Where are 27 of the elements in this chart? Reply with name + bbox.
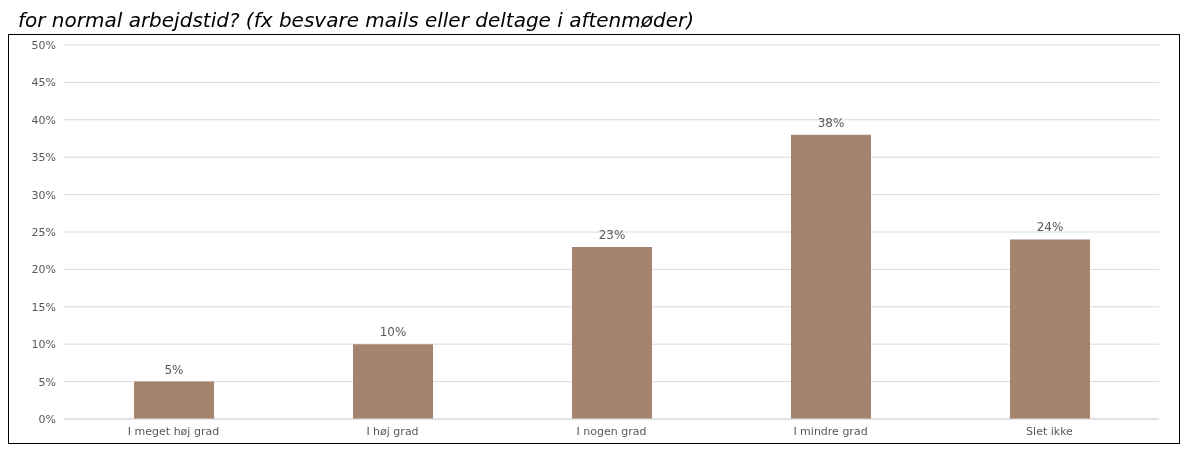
x-tick-label: I høj grad [366,424,419,438]
data-label: 5% [164,362,184,377]
y-tick-label: 15% [31,300,56,314]
chart-title: for normal arbejdstid? (fx besvare mails eller deltage i aftenmøder) [18,8,695,32]
data-label: 38% [817,115,845,130]
y-tick-label: 5% [38,375,56,389]
data-label: 24% [1036,220,1064,235]
data-label: 23% [598,227,626,242]
bar [572,246,652,419]
y-tick-label: 20% [31,263,56,277]
x-tick-label: I meget høj grad [127,424,220,438]
y-tick-label: 30% [31,188,56,202]
y-tick-label: 40% [31,113,56,127]
bar [353,344,433,419]
y-tick-label: 45% [31,76,56,90]
y-tick-label: 35% [31,151,56,165]
x-tick-label: I mindre grad [793,424,868,438]
y-tick-label: 25% [31,225,56,239]
bar [1010,239,1090,419]
y-tick-label: 50% [31,38,56,52]
x-tick-label: I nogen grad [576,424,647,438]
y-tick-label: 0% [38,412,56,426]
bar [134,381,214,419]
x-tick-label: Slet ikke [1026,424,1074,438]
data-label: 10% [379,325,407,340]
y-tick-label: 10% [31,338,56,352]
bar [791,134,871,419]
